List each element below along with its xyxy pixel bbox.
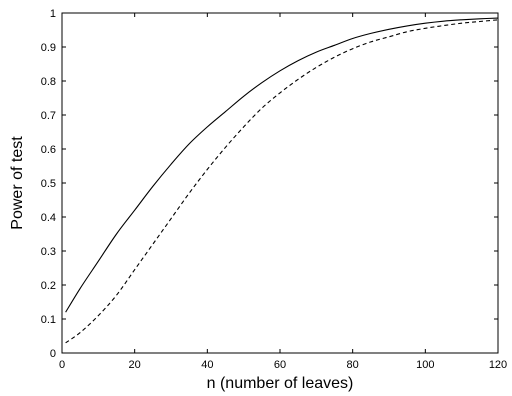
y-tick-label: 0.2	[41, 280, 56, 292]
y-tick-label: 0.8	[41, 76, 56, 88]
y-tick-label: 0.1	[41, 314, 56, 326]
axis-ticks	[61, 12, 499, 354]
y-tick-label: 0.3	[41, 246, 56, 258]
x-tick-label: 100	[416, 359, 434, 371]
x-tick-label: 20	[129, 359, 141, 371]
tick-labels: 0 20 40 60 80 100 120 0 0.1 0.2 0.3 0.4 0.5 0.6 0.7 0.8…	[41, 8, 507, 371]
y-tick-label: 0.5	[41, 178, 56, 190]
series-line-solid	[65, 17, 499, 313]
y-tick-label: 0	[50, 348, 56, 360]
x-tick-label: 120	[489, 359, 507, 371]
y-axis-label: Power of test	[9, 136, 26, 230]
x-tick-label: 80	[347, 359, 359, 371]
y-tick-label: 0.6	[41, 144, 56, 156]
y-tick-label: 1	[50, 8, 56, 20]
x-axis-label: n (number of leaves)	[207, 375, 354, 392]
y-tick-label: 0.9	[41, 42, 56, 54]
series-line-dashed	[65, 19, 499, 344]
y-tick-label: 0.7	[41, 110, 56, 122]
x-tick-label: 40	[201, 359, 213, 371]
y-tick-label: 0.4	[41, 212, 56, 224]
plot-area	[61, 12, 499, 354]
x-tick-label: 0	[59, 359, 65, 371]
series-layer	[65, 17, 499, 344]
x-tick-label: 60	[274, 359, 286, 371]
